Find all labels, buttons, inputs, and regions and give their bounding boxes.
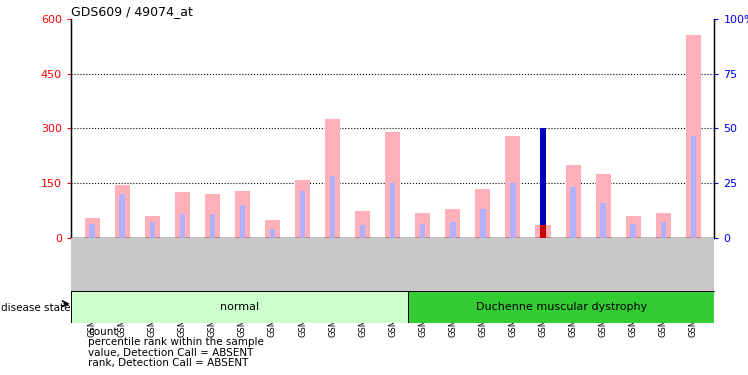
Bar [510, 183, 515, 238]
Bar [360, 225, 365, 238]
Bar [330, 176, 335, 238]
Bar [480, 209, 485, 238]
Bar [90, 224, 95, 238]
Bar [540, 225, 546, 238]
Text: rank, Detection Call = ABSENT: rank, Detection Call = ABSENT [88, 358, 248, 368]
Bar [385, 132, 400, 238]
Bar [415, 213, 430, 238]
Bar [420, 224, 426, 238]
Bar [325, 119, 340, 238]
Text: disease state: disease state [1, 303, 71, 313]
Bar [144, 216, 160, 238]
Text: percentile rank within the sample: percentile rank within the sample [88, 338, 264, 347]
Bar [656, 213, 671, 238]
Bar [85, 218, 99, 238]
Bar [506, 136, 521, 238]
Bar [120, 194, 125, 238]
Bar [450, 222, 456, 238]
Bar [355, 211, 370, 238]
Bar [595, 174, 610, 238]
Bar [408, 291, 714, 322]
Bar [565, 165, 580, 238]
Bar [571, 187, 576, 238]
Bar [295, 180, 310, 238]
Bar [71, 291, 408, 322]
Bar [205, 194, 220, 238]
Text: GDS609 / 49074_at: GDS609 / 49074_at [71, 4, 193, 18]
Bar [445, 209, 460, 238]
Bar [540, 231, 546, 238]
Bar [114, 185, 129, 238]
Bar [660, 222, 666, 238]
Bar [686, 35, 701, 238]
Bar [631, 224, 636, 238]
Bar [476, 189, 491, 238]
Text: value, Detection Call = ABSENT: value, Detection Call = ABSENT [88, 348, 254, 358]
Bar [150, 222, 155, 238]
Text: count: count [88, 327, 117, 337]
Bar [540, 128, 546, 238]
Bar [270, 229, 275, 238]
Text: Duchenne muscular dystrophy: Duchenne muscular dystrophy [476, 302, 647, 312]
Bar [265, 220, 280, 238]
Bar [239, 205, 245, 238]
Bar [690, 136, 696, 238]
Bar [536, 225, 551, 238]
Bar [235, 190, 250, 238]
Bar [601, 203, 606, 238]
Bar [175, 192, 190, 238]
Bar [625, 216, 641, 238]
Bar [390, 183, 396, 238]
Bar [300, 190, 305, 238]
Text: normal: normal [220, 302, 259, 312]
Bar [209, 214, 215, 238]
Bar [180, 214, 185, 238]
